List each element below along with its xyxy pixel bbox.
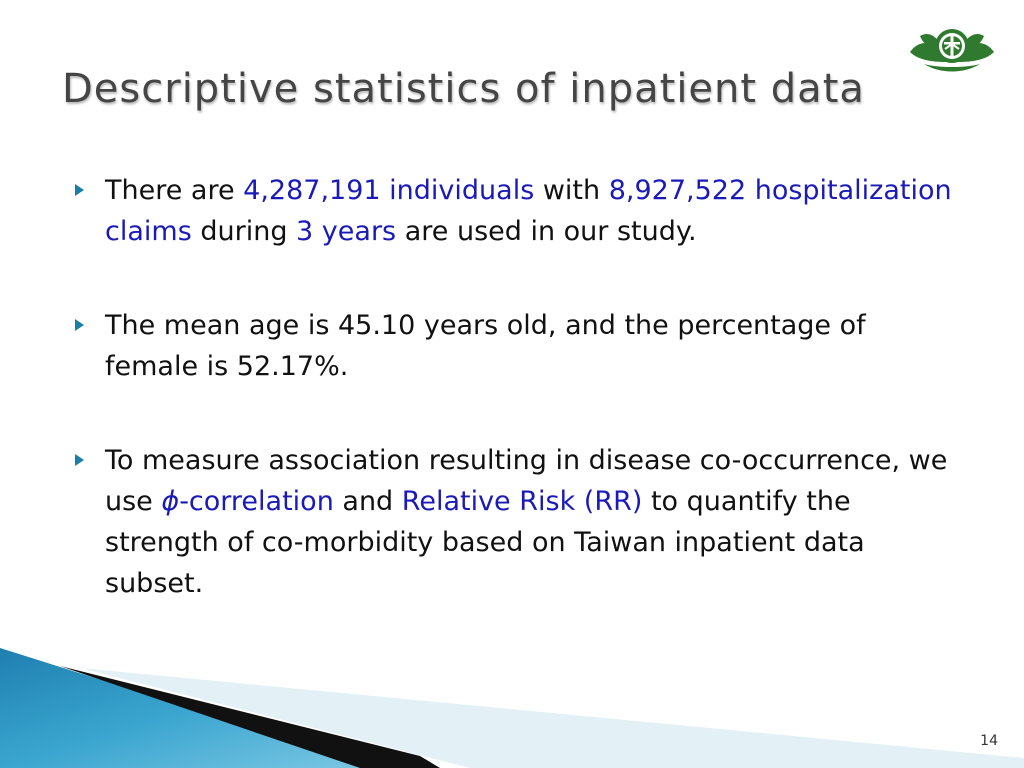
slide-title: Descriptive statistics of inpatient data	[62, 66, 865, 112]
bullet-text: to quantify the strength of co-morbidity…	[105, 486, 865, 599]
bullet-methods: To measure association resulting in dise…	[75, 440, 955, 604]
decorative-wave-band	[0, 648, 1024, 768]
bullet-text: during	[191, 216, 297, 247]
bullet-list: There are 4,287,191 individuals with 8,9…	[75, 170, 955, 657]
bullet-text: are used in our study.	[396, 216, 697, 247]
bullet-marker-icon	[75, 184, 84, 196]
highlight-individuals: 4,287,191 individuals	[243, 175, 535, 206]
bullet-marker-icon	[75, 319, 84, 331]
highlight-years: 3 years	[296, 216, 397, 247]
bullet-text: with	[534, 175, 609, 206]
bullet-text: The mean age is 45.10 years old, and the…	[105, 310, 866, 382]
highlight-relative-risk: Relative Risk (RR)	[401, 486, 643, 517]
highlight-correlation: -correlation	[179, 486, 334, 517]
phi-symbol: ϕ	[161, 486, 180, 517]
bullet-dataset-summary: There are 4,287,191 individuals with 8,9…	[75, 170, 955, 252]
bullet-text: and	[333, 486, 402, 517]
bullet-demographics: The mean age is 45.10 years old, and the…	[75, 305, 955, 387]
bullet-marker-icon	[75, 454, 84, 466]
bullet-text: There are	[105, 175, 244, 206]
bullet-text: To measure association resulting in dise…	[105, 445, 948, 517]
highlight-claims: 8,927,522 hospitalization claims	[105, 175, 952, 247]
lotus-emblem-icon	[910, 29, 994, 72]
page-number: 14	[980, 733, 998, 749]
